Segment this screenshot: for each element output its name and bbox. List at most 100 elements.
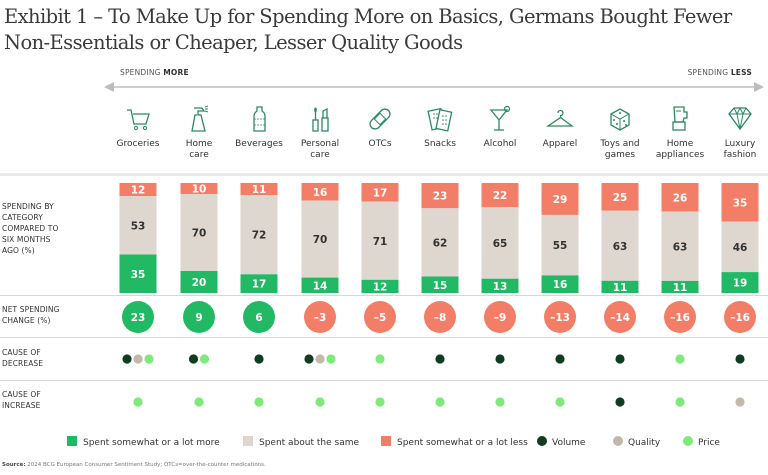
cosmetics-icon [312, 107, 329, 132]
data-label-same: 70 [192, 228, 207, 240]
category-label: Alcohol [483, 139, 517, 149]
legend-swatch-icon [67, 436, 77, 446]
cause-decrease-volume-dot [615, 354, 625, 364]
net-change-label: –16 [730, 312, 750, 324]
category-label: Groceries [116, 139, 160, 149]
data-label-less: 11 [252, 184, 267, 196]
net-change-label: 6 [255, 312, 262, 324]
data-label-less: 35 [733, 197, 748, 209]
net-change-circle [484, 301, 516, 333]
exhibit-title: Exhibit 1 – To Make Up for Spending More… [4, 5, 732, 54]
cause-decrease-price-dot [326, 354, 336, 364]
bar-segment-more [301, 277, 339, 293]
bar-segment-more [119, 254, 157, 293]
cause-decrease-price-dot [675, 354, 685, 364]
bar-segment-more [240, 274, 278, 293]
category-header: Home appliances [649, 104, 711, 161]
legend-label: Quality [628, 438, 661, 448]
bar-segment-less [180, 183, 218, 194]
bar-segment-less [661, 183, 699, 212]
spending-more-label: SPENDING MORE [120, 68, 189, 77]
bar-segment-less [301, 183, 339, 201]
net-change-label: –9 [494, 312, 507, 324]
bar-segment-same [180, 194, 218, 271]
cause-decrease-volume-dot [122, 354, 132, 364]
category-header: Toys and games [589, 104, 651, 161]
net-change-circle [364, 301, 396, 333]
bar-segment-less [601, 183, 639, 211]
net-change-circle [243, 301, 275, 333]
data-label-same: 71 [373, 236, 388, 248]
row-divider-2 [0, 337, 768, 338]
net-change-label: –14 [610, 312, 630, 324]
spending-direction-arrow [104, 82, 764, 92]
net-change-label: 23 [131, 312, 146, 324]
data-label-same: 65 [493, 238, 508, 250]
category-label: Beverages [235, 139, 283, 149]
net-change-label: 9 [195, 312, 202, 324]
arrow-left-head-icon [104, 82, 114, 92]
cause-decrease-volume-dot [555, 354, 565, 364]
category-label: Snacks [424, 139, 456, 149]
bar-segment-same [721, 221, 759, 273]
cause-decrease-price-dot [199, 354, 210, 364]
net-change-circle [122, 301, 154, 333]
category-header: Alcohol [469, 104, 531, 150]
net-change-circle [304, 301, 336, 333]
cause-increase-price-dot [675, 397, 685, 407]
bandage-icon [369, 108, 391, 130]
bar-segment-more [541, 275, 579, 293]
net-change-label: –16 [670, 312, 690, 324]
legend: Spent somewhat or a lot more Spent about … [0, 436, 768, 450]
row-label-cause-increase: CAUSE OF INCREASE [2, 390, 41, 410]
cause-increase-price-dot [375, 397, 385, 407]
data-label-less: 29 [553, 194, 568, 206]
net-change-label: –8 [434, 312, 447, 324]
snack-box-icon [427, 107, 453, 132]
cause-decrease-price-dot [375, 354, 385, 364]
legend-dot-icon [537, 436, 547, 446]
net-change-circle [724, 301, 756, 333]
bar-segment-less [481, 183, 519, 208]
bar-segment-less [119, 183, 157, 197]
data-label-more: 20 [192, 277, 207, 289]
legend-label: Spent about the same [259, 438, 360, 448]
legend-item: Spent somewhat or a lot less [381, 436, 528, 450]
category-label: Apparel [542, 139, 578, 149]
bar-segment-more [601, 280, 639, 293]
data-label-less: 16 [313, 187, 328, 199]
row-label-cause-decrease: CAUSE OF DECREASE [2, 348, 44, 368]
net-change-circle [424, 301, 456, 333]
cause-increase-volume-dot [615, 397, 625, 407]
data-label-more: 35 [131, 269, 146, 281]
row-label-spending: SPENDING BY CATEGORY COMPARED TO SIX MON… [2, 202, 59, 255]
source-note: Source: 2024 BCG European Consumer Senti… [2, 462, 266, 468]
category-header: Beverages [228, 104, 290, 150]
category-label: Luxury fashion [723, 139, 757, 160]
net-change-circle [183, 301, 215, 333]
net-change-label: –13 [550, 312, 570, 324]
legend-item: Quality [613, 436, 660, 450]
data-label-less: 25 [613, 192, 628, 204]
data-label-less: 23 [433, 191, 448, 203]
legend-label: Volume [552, 438, 586, 448]
bar-segment-same [661, 211, 699, 281]
cause-decrease-volume-dot [188, 354, 199, 364]
bar-segment-more [421, 276, 459, 293]
data-label-more: 16 [553, 279, 568, 291]
arrow-right-head-icon [754, 82, 764, 92]
bar-segment-more [180, 271, 218, 293]
data-label-more: 12 [373, 281, 388, 293]
data-label-more: 15 [433, 280, 448, 292]
bar-segment-same [541, 214, 579, 276]
category-header: Home care [168, 104, 230, 161]
bottle-icon [253, 106, 266, 132]
data-label-less: 17 [373, 187, 388, 199]
category-label: Home appliances [655, 139, 705, 160]
net-change-circle [664, 301, 696, 333]
cart-icon [127, 109, 150, 130]
data-label-same: 46 [733, 242, 748, 254]
blender-icon [672, 106, 688, 131]
bar-segment-same [119, 196, 157, 255]
stacked-bar-chart: 12 53 35 23 10 70 20 9 11 72 17 6 16 70 14 –3 17 71 12 –5 23… [119, 183, 759, 407]
